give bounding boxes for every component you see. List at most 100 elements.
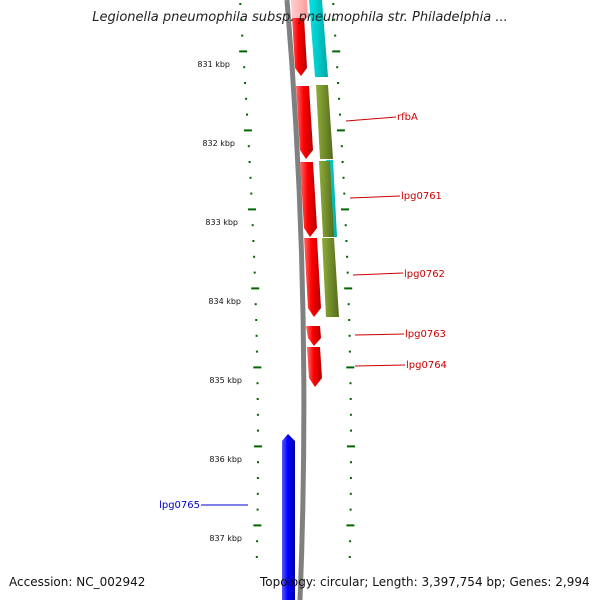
ruler-left-tick — [256, 508, 259, 511]
ruler-right-tick — [346, 524, 355, 527]
ruler-right-tick — [349, 508, 352, 511]
ruler-right-tick — [346, 271, 349, 274]
ruler-right-tick — [349, 382, 352, 385]
ruler-left-tick — [251, 224, 254, 227]
ruler-label-837: 837 kbp — [209, 534, 242, 543]
ruler-right-tick — [347, 445, 355, 448]
ruler-right-tick — [333, 18, 336, 21]
ruler-right-tick — [337, 82, 340, 84]
gene-arrow-lpg0761 — [300, 162, 317, 237]
gene-label-rfbA: rfbA — [397, 112, 418, 123]
ruler-label-831: 831 kbp — [197, 60, 230, 69]
ruler-left-tick — [251, 287, 260, 290]
ruler-right-tick — [349, 398, 352, 400]
ruler-left-tick — [240, 18, 243, 21]
ruler-left-tick — [256, 382, 259, 385]
ruler-left-tick — [253, 271, 256, 274]
ruler-right-tick — [348, 319, 351, 321]
ruler-left-tick — [257, 429, 259, 432]
gene-arrow-lpg0762 — [304, 238, 321, 317]
ruler-left-tick — [254, 303, 257, 306]
ruler-left-tick — [256, 398, 259, 400]
ruler-left-tick — [248, 208, 256, 211]
ruler-left-tick — [239, 50, 248, 53]
ruler-left-tick — [255, 350, 258, 353]
ruler-left-tick — [247, 145, 250, 148]
backbone-line — [284, 0, 307, 600]
ruler-right-tick — [332, 50, 341, 53]
ruler-left-tick — [256, 492, 259, 495]
ruler-right-tick — [340, 145, 343, 148]
gene-label-lpg0762: lpg0762 — [404, 269, 445, 280]
olive-track-2 — [319, 161, 334, 237]
gene-arrow-top-highlight — [291, 0, 308, 18]
leader-lpg0761 — [349, 195, 401, 199]
ruler-left-tick — [255, 319, 258, 321]
ruler-left-tick — [239, 3, 242, 5]
gene-label-lpg0761: lpg0761 — [401, 191, 442, 202]
accession-label: Accession: NC_002942 — [9, 575, 146, 589]
ruler-label-833: 833 kbp — [205, 218, 238, 227]
ruler-right-tick — [346, 366, 355, 369]
ruler-right-tick — [338, 97, 341, 100]
ruler-left-tick — [256, 477, 259, 479]
ruler-label-834: 834 kbp — [208, 297, 241, 306]
ruler-left-tick — [246, 113, 248, 116]
gene-arrow-top — [291, 0, 307, 76]
ruler-ticks-right — [332, 3, 355, 558]
ruler-right-tick — [349, 477, 352, 479]
ruler-left-tick — [249, 176, 252, 179]
genome-summary: Topology: circular; Length: 3,397,754 bp… — [260, 575, 590, 589]
ruler-left-tick — [257, 461, 259, 464]
ruler-left-tick — [253, 524, 262, 527]
ruler-right-tick — [349, 492, 352, 495]
ruler-label-836: 836 kbp — [209, 455, 242, 464]
gene-arrow-lpg0764 — [307, 347, 322, 387]
ruler-right-tick — [348, 556, 351, 558]
ruler-left-tick — [253, 366, 262, 369]
ruler-right-tick — [344, 224, 347, 227]
ruler-right-tick — [349, 540, 352, 543]
ruler-right-tick — [339, 113, 341, 116]
ruler-right-tick — [350, 429, 352, 432]
gene-arrow-lpg0763 — [306, 326, 321, 346]
ruler-right-tick — [336, 129, 345, 132]
ruler-right-tick — [334, 34, 337, 37]
ruler-label-835: 835 kbp — [209, 376, 242, 385]
genome-title: Legionella pneumophila subsp. pneumophil… — [92, 10, 508, 25]
ruler-left-tick — [250, 192, 253, 195]
ruler-ticks-left — [239, 3, 262, 558]
ruler-left-tick — [244, 82, 247, 84]
ruler-left-tick — [245, 97, 248, 100]
ruler-left-tick — [255, 334, 258, 337]
ruler-left-tick — [256, 540, 259, 543]
gene-arrow-lpg0765 — [282, 434, 295, 600]
leader-lpg0763 — [354, 333, 405, 336]
ruler-left-tick — [256, 413, 259, 416]
ruler-left-tick — [255, 556, 258, 558]
gene-arrow-rfbA — [296, 86, 313, 159]
ruler-left-tick — [248, 161, 251, 163]
leader-lpg0764 — [354, 364, 406, 367]
gene-label-lpg0763: lpg0763 — [405, 329, 446, 340]
ruler-right-tick — [348, 334, 351, 337]
olive-track-3 — [322, 238, 339, 317]
ruler-label-832: 832 kbp — [202, 139, 235, 148]
leader-rfbA — [345, 116, 397, 122]
ruler-left-tick — [243, 66, 246, 69]
ruler-right-tick — [345, 240, 348, 242]
ruler-left-tick — [243, 129, 252, 132]
ruler-right-tick — [349, 413, 352, 416]
cyan-track-top — [309, 0, 328, 77]
ruler-left-tick — [253, 255, 256, 258]
leader-lpg0762 — [352, 272, 404, 276]
ruler-right-tick — [343, 192, 346, 195]
ruler-right-tick — [342, 176, 345, 179]
ruler-left-tick — [252, 240, 255, 242]
gene-label-lpg0764: lpg0764 — [406, 360, 447, 371]
ruler-right-tick — [347, 303, 350, 306]
ruler-right-tick — [350, 461, 352, 464]
ruler-right-tick — [344, 287, 353, 290]
ruler-left-tick — [241, 34, 244, 37]
